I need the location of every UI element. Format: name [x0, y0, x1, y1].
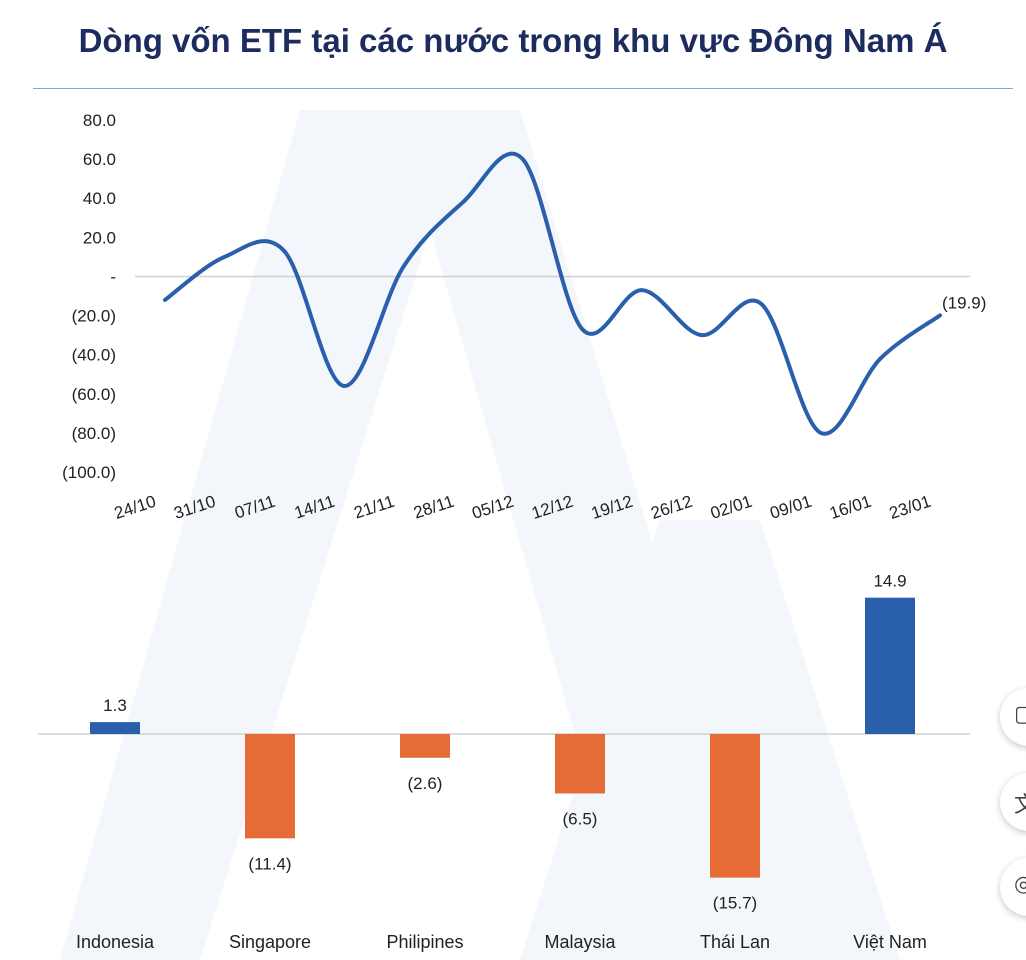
y-tick-label: 40.0	[83, 189, 116, 208]
title-divider	[33, 88, 1013, 89]
translate-icon: 文	[1014, 793, 1026, 818]
y-tick-label: 20.0	[83, 228, 116, 247]
bar	[90, 722, 140, 734]
bar-data-label: (15.7)	[713, 894, 757, 913]
bar-data-label: (6.5)	[563, 809, 598, 828]
bar-data-label: (2.6)	[408, 774, 443, 793]
y-tick-label: (100.0)	[62, 463, 116, 482]
x-tick-label: 24/10	[112, 492, 158, 523]
category-label: Malaysia	[544, 932, 616, 952]
bar-chart: 1.3 Indonesia (11.4) Singapore (2.6) Philipin…	[38, 572, 970, 952]
x-tick-label: 09/01	[768, 492, 814, 523]
x-tick-label: 05/12	[470, 492, 516, 523]
y-tick-label: (20.0)	[72, 307, 116, 326]
y-tick-label: (60.0)	[72, 385, 116, 404]
x-tick-label: 07/11	[232, 492, 277, 523]
bar-data-label: (11.4)	[248, 854, 291, 873]
bar	[400, 734, 450, 758]
bar	[865, 597, 915, 734]
x-tick-label: 16/01	[827, 492, 873, 523]
category-label: Philipines	[386, 932, 463, 952]
page-title: Dòng vốn ETF tại các nước trong khu vực …	[78, 22, 948, 59]
chat-icon: ◎	[1014, 872, 1026, 897]
x-tick-label: 14/11	[292, 492, 337, 523]
y-tick-label: -	[110, 267, 116, 286]
x-tick-label: 21/11	[352, 492, 397, 523]
bar-data-label: 1.3	[103, 696, 127, 715]
bar	[245, 734, 295, 839]
category-label: Indonesia	[76, 932, 155, 952]
category-label: Singapore	[229, 932, 311, 952]
bar	[555, 734, 605, 794]
y-tick-label: (80.0)	[72, 424, 116, 443]
category-label: Việt Nam	[853, 932, 927, 952]
open-icon: ▢	[1014, 702, 1026, 727]
x-tick-label: 02/01	[708, 492, 754, 523]
x-tick-label: 23/01	[887, 492, 933, 523]
category-label: Thái Lan	[700, 932, 770, 952]
x-tick-label: 26/12	[648, 492, 694, 523]
line-chart: 80.0 60.0 40.0 20.0 - (20.0) (40.0) (60.0) (80.0…	[62, 111, 986, 523]
x-tick-label: 19/12	[589, 492, 635, 523]
y-tick-label: 80.0	[83, 111, 116, 130]
bar-data-label: 14.9	[873, 572, 906, 591]
bar	[710, 734, 760, 878]
y-tick-label: (40.0)	[72, 346, 116, 365]
x-tick-label: 12/12	[529, 492, 575, 523]
y-tick-label: 60.0	[83, 150, 116, 169]
end-data-label: (19.9)	[942, 293, 986, 312]
x-tick-label: 31/10	[172, 492, 218, 523]
x-tick-label: 28/11	[411, 492, 456, 523]
series-line	[163, 151, 942, 436]
